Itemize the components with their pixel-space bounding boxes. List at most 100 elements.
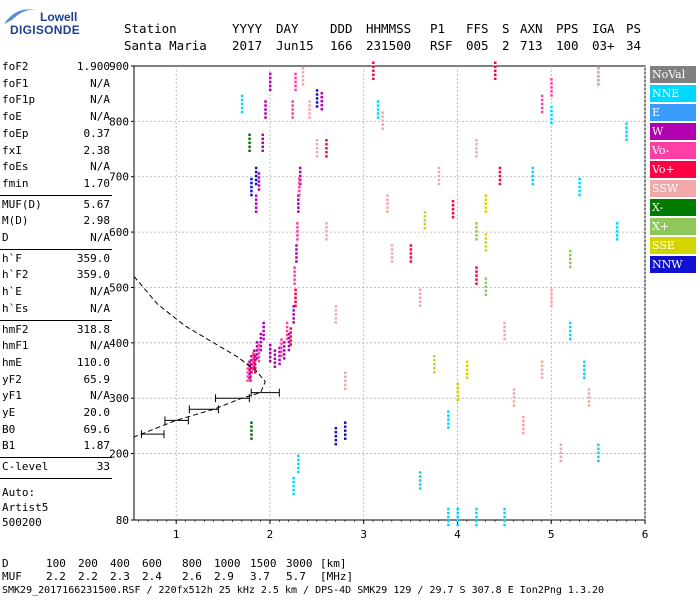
param-separator [0,319,112,321]
echo-point [292,476,295,480]
header-value: 231500 [366,38,412,53]
echo-point [252,360,255,363]
echo-point [386,202,389,205]
echo-point [315,89,319,92]
param-label: yE [2,406,16,419]
distance-value: 800 [182,557,202,570]
echo-point [246,375,249,378]
param-separator [0,194,112,196]
echo-point [249,379,252,382]
echo-point [264,108,267,111]
echo-point [250,177,253,181]
y-tick-label: 600 [109,226,129,239]
echo-point [503,511,506,515]
echo-point [257,176,261,179]
echo-point [433,370,436,374]
muf-value: 5.7 [286,570,306,583]
echo-point [587,404,591,407]
echo-point [484,202,488,205]
echo-point [418,292,422,296]
echo-point [503,519,506,523]
echo-point [255,357,259,360]
param-value: N/A [90,110,110,124]
echo-point [308,100,311,103]
echo-point [587,392,591,395]
echo-point [294,76,297,80]
echo-point [278,350,281,354]
echo-point [294,80,297,84]
echo-point [418,288,422,292]
echo-point [253,349,256,352]
echo-point [597,447,600,451]
echo-point [597,83,600,86]
echo-point [475,266,478,269]
echo-point [550,86,553,89]
echo-point [253,370,257,374]
echo-point [456,523,459,527]
echo-point [498,166,502,170]
echo-point [372,61,375,65]
echo-point [376,104,380,107]
echo-point [625,122,628,125]
echo-point [283,353,286,356]
echo-point [246,379,249,382]
echo-point [283,349,286,352]
echo-point [240,110,244,114]
echo-point [287,336,291,340]
echo-point [475,143,478,146]
echo-point [372,77,375,81]
param-label: yF1 [2,389,22,403]
echo-point [250,425,253,428]
echo-point [253,366,257,370]
echo-point [615,234,619,237]
echo-point [390,244,394,247]
echo-point [294,72,297,76]
echo-point [550,117,553,121]
echo-point [531,166,534,170]
echo-point [540,106,544,110]
echo-point [334,309,338,312]
echo-point [315,97,319,100]
echo-point [423,219,427,222]
param-row: fxI 2.38 [2,144,110,160]
echo-point [240,106,244,110]
echo-point [433,354,436,358]
echo-point [456,515,459,519]
echo-point [559,443,563,447]
echo-point [280,342,283,345]
param-value: N/A [90,285,110,299]
echo-point [550,94,553,97]
echo-point [252,352,255,355]
echo-point [257,188,261,191]
param-row: foE N/A [2,110,110,126]
param-value: 359.0 [76,251,110,265]
echo-point [254,170,258,174]
echo-point [456,394,459,398]
distance-value: [km] [320,557,347,570]
param-label: h`Es [2,301,29,315]
echo-point [465,368,469,372]
echo-point [550,300,553,304]
legend-item: Vo+ [650,161,696,178]
legend-item: W [650,123,696,140]
legend-item: SSE [650,237,696,254]
echo-point [484,289,488,292]
echo-point [625,138,628,141]
echo-point [289,339,293,342]
echo-point [334,430,338,434]
echo-point [297,454,300,458]
echo-point [423,227,427,230]
param-label: D [2,231,9,244]
header-value: 713 [520,38,543,53]
echo-point [376,116,380,119]
echo-point [246,371,249,374]
echo-point [264,112,267,115]
echo-point [559,451,563,455]
echo-point [522,423,525,427]
echo-point [334,434,338,438]
echo-point [578,189,581,193]
echo-point [550,109,553,113]
echo-point [257,172,261,175]
header-label: AXN [520,21,543,36]
echo-point [285,325,289,329]
